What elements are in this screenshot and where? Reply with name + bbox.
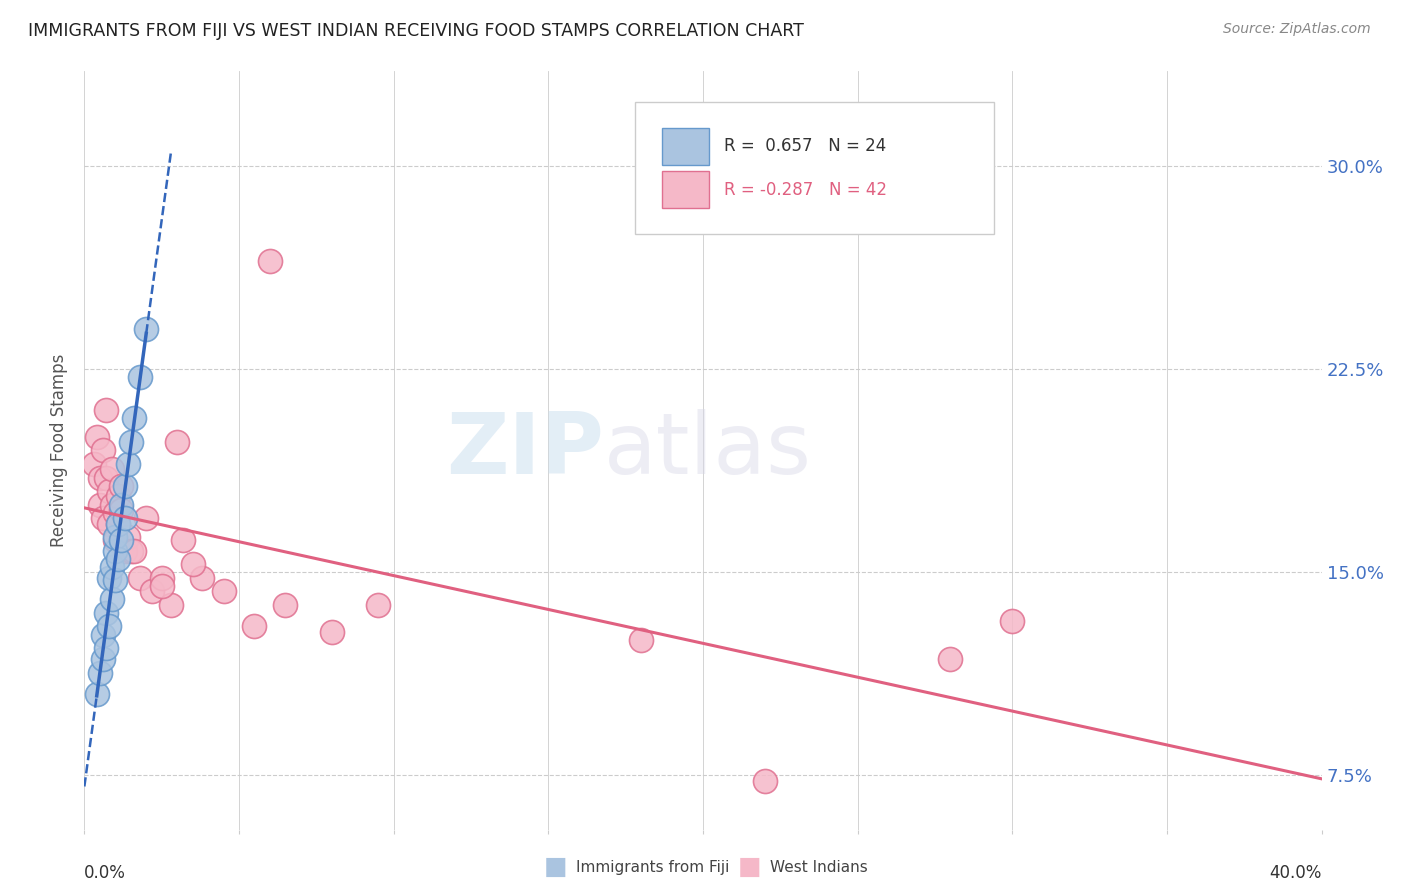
Point <box>150 579 173 593</box>
Point <box>243 619 266 633</box>
Point <box>94 470 117 484</box>
Text: Immigrants from Fiji: Immigrants from Fiji <box>576 860 730 874</box>
Point <box>101 462 124 476</box>
Point <box>114 511 136 525</box>
Point <box>114 543 136 558</box>
Point <box>94 402 117 417</box>
Point <box>135 321 157 335</box>
Point <box>939 652 962 666</box>
Point <box>86 430 108 444</box>
Point <box>101 592 124 607</box>
Point <box>91 652 114 666</box>
Point <box>89 665 111 680</box>
Point <box>94 606 117 620</box>
Point <box>110 498 132 512</box>
Point <box>212 584 235 599</box>
Point <box>181 557 204 572</box>
Text: ZIP: ZIP <box>446 409 605 492</box>
Point <box>110 478 132 492</box>
Point <box>122 543 145 558</box>
Point <box>114 478 136 492</box>
Point <box>172 533 194 547</box>
Point <box>98 571 121 585</box>
Point <box>91 443 114 458</box>
Point <box>129 370 152 384</box>
Point <box>191 571 214 585</box>
Point <box>89 470 111 484</box>
Point <box>107 551 129 566</box>
Point <box>120 543 142 558</box>
Point <box>110 503 132 517</box>
Point <box>117 530 139 544</box>
Point <box>94 641 117 656</box>
Point <box>91 511 114 525</box>
Point <box>98 484 121 499</box>
Text: R =  0.657   N = 24: R = 0.657 N = 24 <box>724 137 886 155</box>
Point <box>104 574 127 588</box>
Point <box>129 571 152 585</box>
Point <box>754 773 776 788</box>
Point <box>101 560 124 574</box>
Y-axis label: Receiving Food Stamps: Receiving Food Stamps <box>51 354 69 547</box>
Point <box>86 687 108 701</box>
Text: IMMIGRANTS FROM FIJI VS WEST INDIAN RECEIVING FOOD STAMPS CORRELATION CHART: IMMIGRANTS FROM FIJI VS WEST INDIAN RECE… <box>28 22 804 40</box>
Text: Source: ZipAtlas.com: Source: ZipAtlas.com <box>1223 22 1371 37</box>
Point <box>274 598 297 612</box>
Point <box>135 511 157 525</box>
FancyBboxPatch shape <box>636 102 994 235</box>
Point <box>117 457 139 471</box>
Point <box>104 530 127 544</box>
Text: ■: ■ <box>738 855 761 879</box>
Point <box>107 516 129 531</box>
Point <box>107 516 129 531</box>
Point <box>120 435 142 450</box>
Point <box>259 254 281 268</box>
Point <box>107 490 129 504</box>
Text: West Indians: West Indians <box>770 860 869 874</box>
Point <box>91 627 114 641</box>
Point <box>1001 614 1024 628</box>
Text: 40.0%: 40.0% <box>1270 863 1322 881</box>
Point <box>98 619 121 633</box>
Point <box>367 598 389 612</box>
Point <box>630 633 652 648</box>
Point <box>89 498 111 512</box>
Text: ■: ■ <box>544 855 567 879</box>
Point <box>98 516 121 531</box>
Point <box>150 571 173 585</box>
Bar <box>662 171 709 208</box>
Text: atlas: atlas <box>605 409 813 492</box>
Point <box>160 598 183 612</box>
Point <box>83 457 105 471</box>
Point <box>321 624 343 639</box>
Point <box>166 435 188 450</box>
Point <box>141 584 163 599</box>
Point <box>101 498 124 512</box>
Point <box>104 506 127 520</box>
Point <box>104 543 127 558</box>
Text: 0.0%: 0.0% <box>84 863 127 881</box>
Point <box>104 533 127 547</box>
Text: R = -0.287   N = 42: R = -0.287 N = 42 <box>724 181 887 199</box>
Point <box>110 533 132 547</box>
Point <box>122 411 145 425</box>
Bar <box>662 128 709 165</box>
